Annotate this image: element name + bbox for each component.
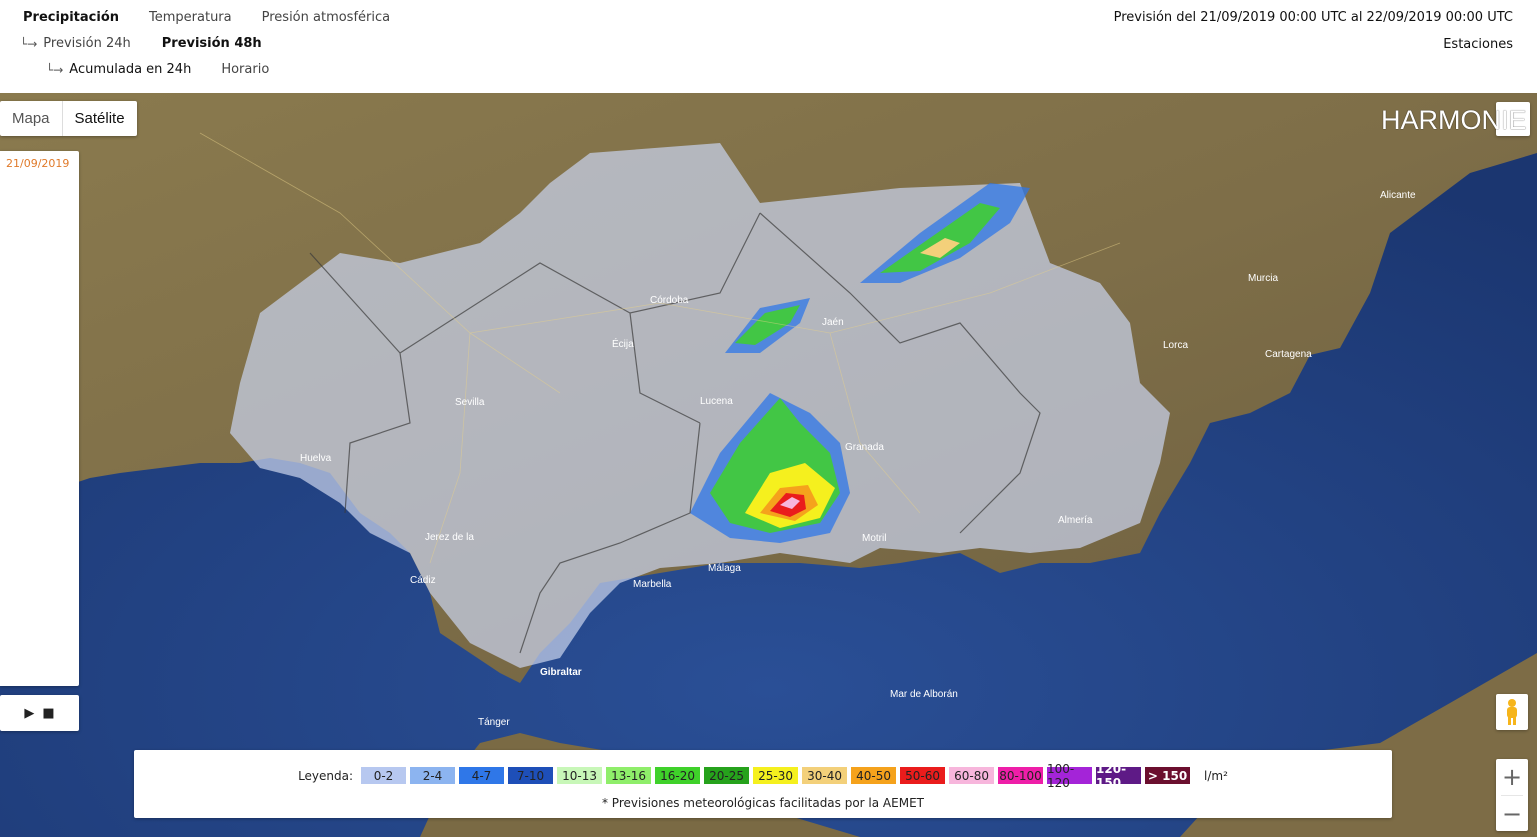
variable-tabs: Precipitación Temperatura Presión atmosf…	[23, 10, 390, 25]
stations-link[interactable]: Estaciones	[1443, 37, 1513, 52]
legend-panel: Leyenda: 0-2 2-4 4-7 7-10 10-13 13-16 16-20 20-…	[134, 750, 1392, 818]
animation-player: ▶ ■	[0, 695, 79, 731]
legend-swatch: 40-50	[851, 767, 897, 784]
svg-text:Motril: Motril	[862, 533, 886, 544]
legend-note: * Previsiones meteorológicas facilitadas…	[601, 796, 924, 810]
legend-swatch: 30-40	[802, 767, 848, 784]
legend-swatch: 13-16	[606, 767, 652, 784]
zoom-control: + −	[1496, 759, 1528, 831]
header: Precipitación Temperatura Presión atmosf…	[0, 0, 1537, 93]
legend-unit: l/m²	[1204, 768, 1228, 783]
svg-text:Alicante: Alicante	[1380, 190, 1416, 201]
svg-text:Mar de Alborán: Mar de Alborán	[890, 689, 958, 700]
legend-swatch: 2-4	[410, 767, 456, 784]
svg-text:Jerez de la: Jerez de la	[425, 532, 474, 543]
svg-text:Huelva: Huelva	[300, 453, 332, 464]
tab-prevision-24h[interactable]: Previsión 24h	[43, 36, 131, 51]
zoom-out-button[interactable]: −	[1501, 800, 1523, 828]
tab-precipitacion[interactable]: Precipitación	[23, 10, 120, 25]
svg-text:Almería: Almería	[1058, 515, 1093, 526]
svg-text:Marbella: Marbella	[633, 579, 672, 590]
legend-swatch: 100-120	[1047, 762, 1093, 790]
svg-text:Lucena: Lucena	[700, 396, 733, 407]
date-item[interactable]: 21/09/2019	[6, 157, 70, 170]
satellite-map-background: Sevilla Córdoba Jaén Granada Málaga Alme…	[0, 93, 1537, 837]
pegman-icon[interactable]	[1496, 694, 1528, 730]
legend-swatch: 50-60	[900, 767, 946, 784]
svg-text:Cádiz: Cádiz	[410, 575, 436, 586]
model-label: HARMONIE	[1381, 105, 1527, 135]
zoom-in-button[interactable]: +	[1501, 763, 1523, 791]
legend-swatch: 25-30	[753, 767, 799, 784]
date-panel: 21/09/2019	[0, 151, 79, 686]
legend-swatch: > 150	[1145, 767, 1191, 784]
tab-acumulada-24h[interactable]: Acumulada en 24h	[69, 62, 192, 77]
svg-text:Tánger: Tánger	[478, 717, 510, 728]
svg-text:Granada: Granada	[845, 442, 884, 453]
tab-prevision-48h[interactable]: Previsión 48h	[161, 36, 262, 51]
svg-text:Lorca: Lorca	[1163, 340, 1188, 351]
play-icon[interactable]: ▶	[24, 705, 35, 721]
svg-text:Córdoba: Córdoba	[650, 295, 689, 306]
tab-presion[interactable]: Presión atmosférica	[261, 10, 391, 25]
fullscreen-button[interactable]	[1496, 102, 1530, 136]
legend-swatch: 80-100	[998, 767, 1044, 784]
svg-text:Jaén: Jaén	[822, 317, 844, 328]
legend-swatch: 20-25	[704, 767, 750, 784]
map-type-satelite-button[interactable]: Satélite	[74, 110, 125, 127]
tab-horario[interactable]: Horario	[221, 62, 270, 77]
svg-text:Cartagena: Cartagena	[1265, 349, 1312, 360]
legend-swatch: 10-13	[557, 767, 603, 784]
stop-icon[interactable]: ■	[42, 705, 55, 721]
legend-row: Leyenda: 0-2 2-4 4-7 7-10 10-13 13-16 16-20 20-…	[134, 762, 1392, 790]
subitem-arrow-icon: └→	[20, 36, 38, 51]
subitem-arrow-icon: └→	[46, 62, 64, 77]
svg-text:Málaga: Málaga	[708, 563, 741, 574]
map-type-control: Mapa Satélite	[0, 101, 137, 136]
forecast-range: Previsión del 21/09/2019 00:00 UTC al 22…	[1113, 10, 1513, 25]
zoom-divider	[1501, 795, 1523, 796]
legend-swatch: 4-7	[459, 767, 505, 784]
tab-temperatura[interactable]: Temperatura	[149, 10, 232, 25]
legend-swatch: 7-10	[508, 767, 554, 784]
forecast-period-tabs: └→ Previsión 24h Previsión 48h	[20, 36, 262, 51]
map-type-mapa-button[interactable]: Mapa	[0, 101, 63, 136]
legend-label: Leyenda:	[298, 768, 354, 783]
label-sevilla: Sevilla	[455, 397, 485, 408]
svg-text:Murcia: Murcia	[1248, 273, 1278, 284]
svg-text:Gibraltar: Gibraltar	[540, 667, 582, 678]
accumulation-tabs: └→ Acumulada en 24h Horario	[46, 62, 269, 77]
legend-swatch: 60-80	[949, 767, 995, 784]
legend-swatch: 0-2	[361, 767, 407, 784]
legend-swatch: 120-150	[1096, 762, 1142, 790]
svg-text:Écija: Écija	[612, 337, 634, 350]
legend-swatch: 16-20	[655, 767, 701, 784]
map-view[interactable]: Sevilla Córdoba Jaén Granada Málaga Alme…	[0, 93, 1537, 837]
